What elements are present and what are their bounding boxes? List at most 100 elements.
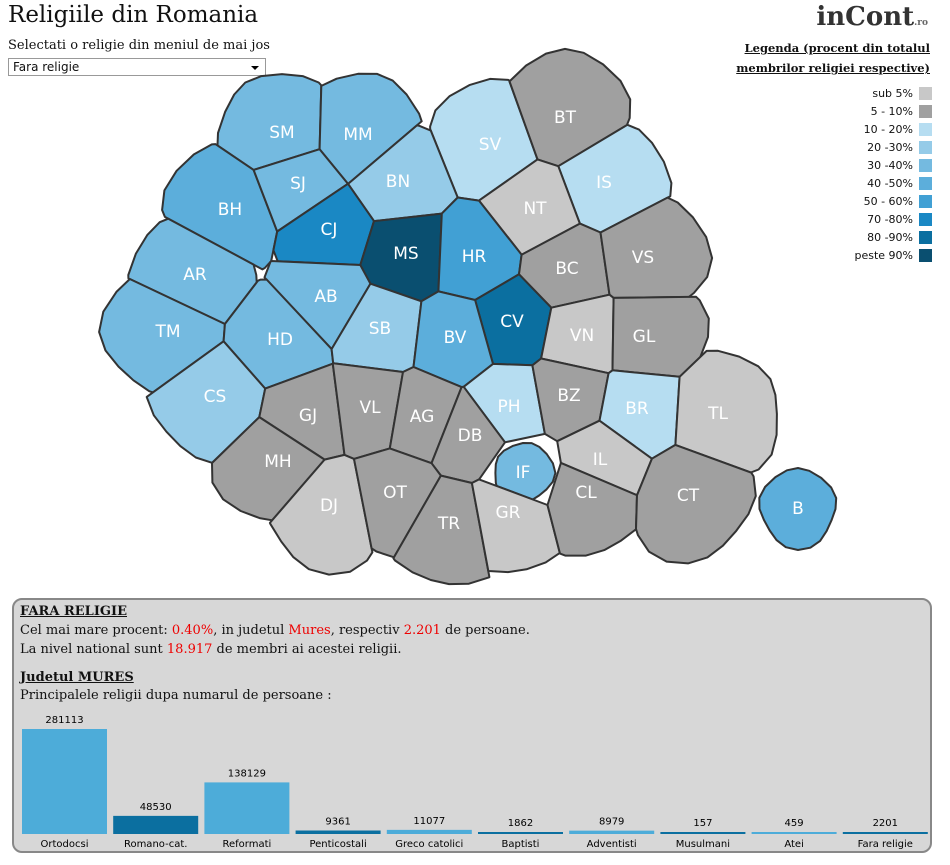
county-label: BV <box>444 328 467 348</box>
county-label: PH <box>497 397 520 417</box>
county-label: MM <box>343 125 372 145</box>
county-label: TL <box>707 404 728 424</box>
county-label: SB <box>369 319 391 339</box>
county-label: MS <box>393 244 418 264</box>
county <box>268 453 374 576</box>
highlight: 2.201 <box>403 623 441 638</box>
counties <box>98 47 838 586</box>
county-label: SV <box>479 135 502 155</box>
county <box>353 447 442 559</box>
legend-item: 70 -80% <box>854 210 932 228</box>
info-panel: FARA RELIGIE Cel mai mare procent: 0.40%… <box>12 598 932 853</box>
county <box>546 461 638 557</box>
national-line: La nivel national sunt 18.917 de membri … <box>20 642 402 657</box>
legend-item: 80 -90% <box>854 228 932 246</box>
county-label: OT <box>383 483 407 503</box>
value-label: 281113 <box>45 715 83 726</box>
legend-label: 30 -40% <box>867 158 913 172</box>
legend-label: 10 - 20% <box>863 122 913 136</box>
legend-swatch <box>919 248 932 262</box>
legend-label: 20 -30% <box>867 140 913 154</box>
bar <box>295 830 381 834</box>
logo-text: inCont <box>816 2 915 32</box>
bar <box>204 782 290 834</box>
bar <box>751 832 837 834</box>
category-label: Adventisti <box>587 839 637 850</box>
text: Cel mai mare procent: <box>20 623 172 638</box>
county-label: VN <box>570 326 594 346</box>
logo-suffix: .ro <box>914 18 928 28</box>
religion-select[interactable]: Fara religie <box>8 58 266 76</box>
county-label: SM <box>269 123 294 143</box>
county-label: AB <box>314 287 337 307</box>
chart-subtitle: Principalele religii dupa numarul de per… <box>20 688 332 703</box>
legend-item: 10 - 20% <box>854 120 932 138</box>
county-label: MH <box>264 452 291 472</box>
county-label: CS <box>204 387 227 407</box>
county <box>392 474 491 586</box>
county-label: CJ <box>321 220 338 240</box>
county <box>599 196 714 299</box>
text: La nivel national sunt <box>20 642 167 657</box>
legend-label: 40 -50% <box>867 176 913 190</box>
legend-swatch <box>919 194 932 208</box>
county-title: Judetul MURES <box>20 670 134 685</box>
highlight: 0.40% <box>171 623 214 638</box>
legend-item: 30 -40% <box>854 156 932 174</box>
category-label: Musulmani <box>676 839 730 850</box>
county-label: BT <box>554 108 577 128</box>
text: de membri ai acestei religii. <box>212 642 402 657</box>
bar <box>842 832 928 834</box>
legend-swatch <box>919 104 932 118</box>
county-label: CL <box>575 483 597 503</box>
legend-title: Legenda (procent din totalul membrilor r… <box>736 41 930 75</box>
county-label: DB <box>458 426 483 446</box>
county-label: NT <box>523 199 547 219</box>
bar <box>22 729 107 834</box>
county-label: TR <box>437 514 460 534</box>
legend-swatch <box>919 230 932 244</box>
county-label: AR <box>183 265 207 285</box>
value-label: 48530 <box>140 802 172 813</box>
county-label: BN <box>386 172 410 192</box>
value-label: 2201 <box>873 818 898 829</box>
category-label: Fara religie <box>858 839 913 850</box>
category-label: Penticostali <box>309 839 366 850</box>
legend-label: 70 -80% <box>867 212 913 226</box>
religion-title: FARA RELIGIE <box>20 604 127 619</box>
select-label: Selectati o religie din meniul de mai jo… <box>8 38 270 53</box>
county-label: GJ <box>299 406 317 426</box>
legend-label: peste 90% <box>854 248 913 262</box>
value-label: 1862 <box>508 818 533 829</box>
map: SM MM SV BT BH SJ BN IS NT CJ MS HR AR BC VS AB CV TM HD SB… <box>98 47 838 586</box>
bar <box>478 832 563 834</box>
county-label: IL <box>593 450 608 470</box>
legend-swatch <box>919 86 932 100</box>
legend-label: 80 -90% <box>867 230 913 244</box>
legend-swatch <box>919 176 932 190</box>
value-label: 8979 <box>599 817 624 828</box>
county-label: CT <box>677 486 700 506</box>
legend-label: sub 5% <box>872 86 913 100</box>
county-label: GR <box>496 503 521 523</box>
county-label: BC <box>555 259 578 279</box>
bar <box>660 832 746 834</box>
county-label: HD <box>267 330 293 350</box>
legend-label: 50 - 60% <box>863 194 913 208</box>
highlight: 18.917 <box>166 642 213 657</box>
county-label: TM <box>154 322 180 342</box>
legend-item: sub 5% <box>854 84 932 102</box>
legend-item: peste 90% <box>854 246 932 264</box>
county-label: IF <box>516 463 531 483</box>
logo: inCont.ro <box>816 2 928 32</box>
county <box>674 349 778 474</box>
legend-item: 20 -30% <box>854 138 932 156</box>
legend: sub 5% 5 - 10% 10 - 20% 20 -30% 30 -40% 40 -5… <box>854 84 932 264</box>
legend-swatch <box>919 158 932 172</box>
category-label: Reformati <box>223 839 272 850</box>
legend-swatch <box>919 212 932 226</box>
county-label: B <box>792 499 804 519</box>
bar <box>569 830 655 834</box>
county-label: CV <box>500 312 524 332</box>
legend-item: 40 -50% <box>854 174 932 192</box>
